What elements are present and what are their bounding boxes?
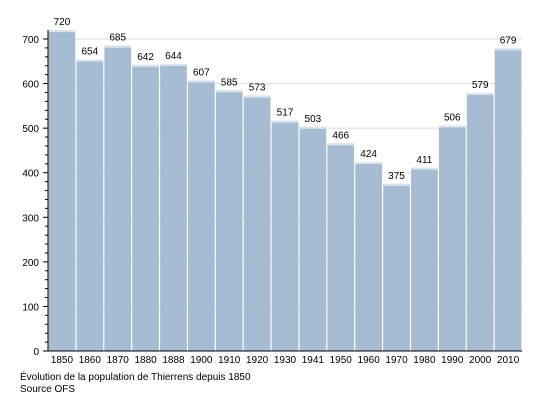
- bar-1970: [383, 183, 410, 351]
- bar-1920: [243, 95, 271, 351]
- value-label-1950: 466: [332, 130, 349, 141]
- value-label-1870: 685: [109, 33, 126, 44]
- x-tick-label-1980: 1980: [413, 355, 436, 366]
- x-tick-label-1870: 1870: [107, 355, 130, 366]
- x-tick-label-1910: 1910: [218, 355, 241, 366]
- bar-2010: [494, 48, 522, 352]
- value-label-1900: 607: [193, 67, 210, 78]
- bar-highlight-1910: [215, 90, 243, 93]
- y-tick-label-400: 400: [22, 169, 39, 180]
- label-layer: 720 654 685 642 644 607 585 573 517 503 466 424 375 4…: [54, 17, 517, 182]
- bar-highlight-1990: [438, 125, 466, 128]
- x-tick-label-1950: 1950: [330, 355, 353, 366]
- value-label-1888: 644: [165, 51, 182, 62]
- bar-1990: [438, 125, 466, 352]
- bar-highlight-1880: [132, 64, 159, 67]
- value-label-1941: 503: [305, 114, 322, 125]
- value-label-1880: 642: [137, 52, 154, 63]
- x-tick-label-1900: 1900: [190, 355, 213, 366]
- bar-1910: [215, 90, 243, 351]
- bar-1950: [327, 143, 355, 351]
- bar-1941: [299, 126, 327, 351]
- x-tick-label-1888: 1888: [162, 355, 185, 366]
- x-tick-label-1970: 1970: [385, 355, 408, 366]
- bar-1850: [48, 30, 76, 351]
- value-label-1920: 573: [249, 83, 266, 94]
- x-tick-label-2010: 2010: [497, 355, 520, 366]
- value-label-2010: 679: [500, 35, 517, 46]
- bar-1960: [355, 162, 382, 351]
- x-tick-label-1990: 1990: [441, 355, 464, 366]
- y-tick-label-300: 300: [22, 213, 39, 224]
- x-tick-label-1930: 1930: [274, 355, 297, 366]
- x-tick-label-2000: 2000: [469, 355, 492, 366]
- x-tick-label-1960: 1960: [358, 355, 381, 366]
- bar-highlight-1941: [299, 126, 327, 129]
- bar-highlight-1870: [104, 45, 132, 48]
- bar-layer: [48, 30, 522, 352]
- bar-1870: [104, 45, 132, 351]
- bar-highlight-1960: [355, 162, 382, 165]
- bar-highlight-1950: [327, 143, 355, 146]
- y-tick-label-0: 0: [33, 347, 39, 358]
- value-label-1970: 375: [388, 171, 405, 182]
- bar-highlight-1900: [188, 80, 215, 83]
- value-label-1930: 517: [277, 108, 294, 119]
- bar-1930: [271, 120, 299, 352]
- value-label-1990: 506: [444, 112, 461, 123]
- x-tick-label-1860: 1860: [79, 355, 102, 366]
- bar-highlight-1850: [48, 30, 76, 33]
- value-label-1860: 654: [81, 47, 98, 58]
- bar-1900: [188, 80, 215, 352]
- bar-2000: [466, 92, 494, 351]
- y-tick-label-100: 100: [22, 302, 39, 313]
- value-label-1850: 720: [54, 17, 71, 28]
- x-tick-label-1880: 1880: [134, 355, 157, 366]
- bar-highlight-1860: [76, 59, 104, 62]
- bar-highlight-2010: [494, 48, 522, 51]
- x-tick-label-1920: 1920: [246, 355, 269, 366]
- axis-layer: 0 100 200 300 400 500 600 700 1850 1860 1870 1880 18…: [22, 30, 522, 366]
- y-tick-label-600: 600: [22, 80, 39, 91]
- value-label-1910: 585: [221, 77, 238, 88]
- chart-caption-title: Évolution de la population de Thierrens …: [20, 372, 251, 383]
- bar-highlight-2000: [466, 92, 494, 95]
- bar-highlight-1888: [160, 63, 187, 66]
- bar-highlight-1980: [411, 167, 438, 170]
- value-label-2000: 579: [472, 80, 489, 91]
- bar-1888: [160, 63, 187, 352]
- bar-1860: [76, 59, 104, 351]
- value-label-1980: 411: [416, 155, 432, 166]
- y-tick-label-200: 200: [22, 258, 39, 269]
- y-tick-label-500: 500: [22, 124, 39, 135]
- bar-1880: [132, 64, 159, 351]
- chart-caption-source: Source OFS: [20, 384, 76, 395]
- x-tick-label-1850: 1850: [51, 355, 74, 366]
- bar-highlight-1920: [243, 95, 271, 98]
- y-tick-label-700: 700: [22, 35, 39, 46]
- bar-1980: [411, 167, 438, 351]
- x-tick-label-1941: 1941: [302, 355, 325, 366]
- value-label-1960: 424: [360, 149, 377, 160]
- bar-highlight-1970: [383, 183, 410, 186]
- bar-highlight-1930: [271, 120, 299, 123]
